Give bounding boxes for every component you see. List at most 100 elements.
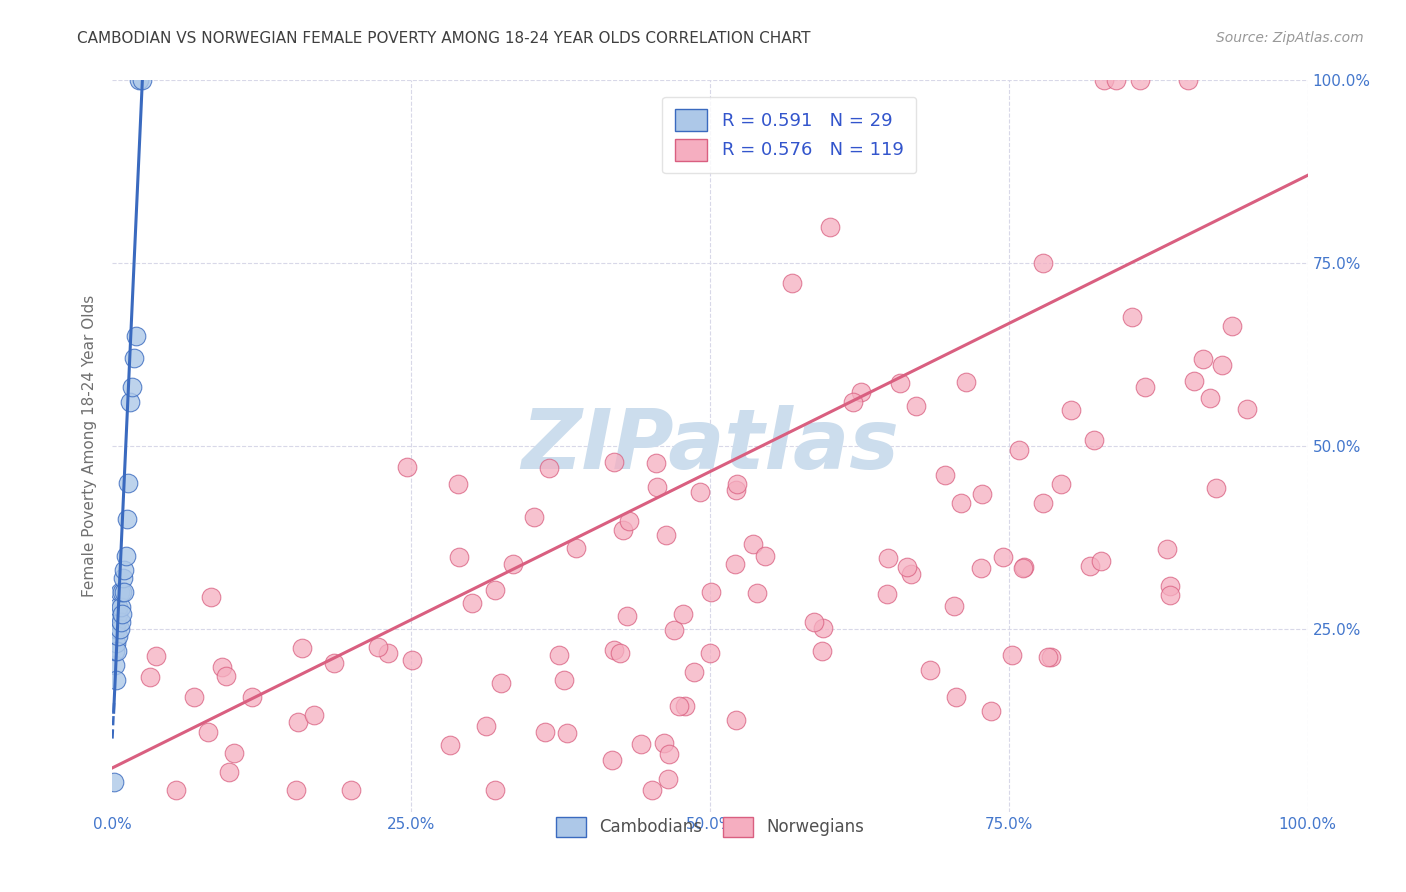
Point — [447, 549, 470, 564]
Point — [105, 622, 128, 636]
Point — [302, 707, 325, 722]
Point — [1083, 433, 1105, 447]
Point — [657, 772, 679, 786]
Point — [377, 646, 399, 660]
Point — [447, 476, 470, 491]
Text: Source: ZipAtlas.com: Source: ZipAtlas.com — [1216, 31, 1364, 45]
Point — [287, 715, 309, 730]
Legend: Cambodians, Norwegians: Cambodians, Norwegians — [550, 810, 870, 844]
Point — [548, 648, 571, 663]
Point — [565, 541, 588, 555]
Point — [401, 653, 423, 667]
Point — [803, 615, 825, 630]
Point — [104, 658, 127, 673]
Point — [1078, 559, 1101, 574]
Point — [145, 649, 167, 664]
Point — [107, 629, 129, 643]
Point — [105, 673, 128, 687]
Point — [340, 782, 363, 797]
Point — [877, 551, 900, 566]
Point — [603, 643, 626, 657]
Point — [955, 375, 977, 389]
Point — [900, 566, 922, 581]
Point — [396, 459, 419, 474]
Point — [849, 384, 872, 399]
Point — [645, 480, 668, 494]
Point — [104, 644, 127, 658]
Point — [1001, 648, 1024, 662]
Point — [117, 475, 139, 490]
Point — [934, 467, 956, 482]
Point — [1094, 73, 1116, 87]
Point — [1192, 352, 1215, 367]
Point — [662, 623, 685, 637]
Point — [945, 690, 967, 704]
Point — [291, 641, 314, 656]
Point — [502, 557, 524, 571]
Point — [1205, 481, 1227, 495]
Point — [107, 607, 129, 622]
Point — [1184, 374, 1206, 388]
Text: CAMBODIAN VS NORWEGIAN FEMALE POVERTY AMONG 18-24 YEAR OLDS CORRELATION CHART: CAMBODIAN VS NORWEGIAN FEMALE POVERTY AM… — [77, 31, 811, 46]
Point — [980, 704, 1002, 718]
Point — [673, 698, 696, 713]
Point — [484, 582, 506, 597]
Point — [218, 765, 240, 780]
Point — [724, 713, 747, 727]
Point — [111, 607, 134, 622]
Point — [1159, 579, 1181, 593]
Point — [105, 644, 128, 658]
Point — [658, 747, 681, 761]
Point — [110, 615, 132, 629]
Point — [555, 725, 578, 739]
Point — [114, 563, 135, 577]
Point — [668, 698, 690, 713]
Point — [1222, 318, 1244, 333]
Point — [108, 585, 131, 599]
Point — [603, 455, 626, 469]
Point — [780, 277, 803, 291]
Point — [439, 738, 461, 752]
Point — [609, 647, 631, 661]
Point — [991, 550, 1014, 565]
Point — [200, 590, 222, 604]
Point — [1060, 403, 1083, 417]
Point — [725, 476, 748, 491]
Point — [970, 487, 993, 501]
Point — [1008, 442, 1031, 457]
Point — [110, 599, 132, 614]
Point — [842, 395, 865, 409]
Point — [1032, 496, 1054, 510]
Point — [641, 782, 664, 797]
Point — [616, 609, 638, 624]
Point — [461, 596, 484, 610]
Point — [1014, 560, 1036, 574]
Point — [943, 599, 966, 614]
Point — [1036, 650, 1059, 665]
Point — [128, 73, 150, 87]
Point — [105, 615, 128, 629]
Point — [970, 561, 993, 575]
Point — [523, 510, 546, 524]
Point — [896, 559, 918, 574]
Point — [475, 719, 498, 733]
Point — [139, 670, 162, 684]
Point — [323, 656, 346, 670]
Point — [630, 737, 652, 751]
Point — [105, 636, 128, 650]
Point — [122, 351, 145, 366]
Point — [617, 514, 640, 528]
Point — [1090, 553, 1112, 567]
Point — [112, 571, 135, 585]
Point — [1121, 310, 1143, 324]
Point — [1040, 650, 1063, 665]
Point — [742, 537, 765, 551]
Point — [367, 640, 389, 655]
Y-axis label: Female Poverty Among 18-24 Year Olds: Female Poverty Among 18-24 Year Olds — [82, 295, 97, 597]
Point — [1177, 73, 1199, 87]
Point — [120, 395, 142, 409]
Point — [107, 599, 129, 614]
Point — [811, 643, 834, 657]
Point — [197, 725, 219, 739]
Point — [645, 457, 668, 471]
